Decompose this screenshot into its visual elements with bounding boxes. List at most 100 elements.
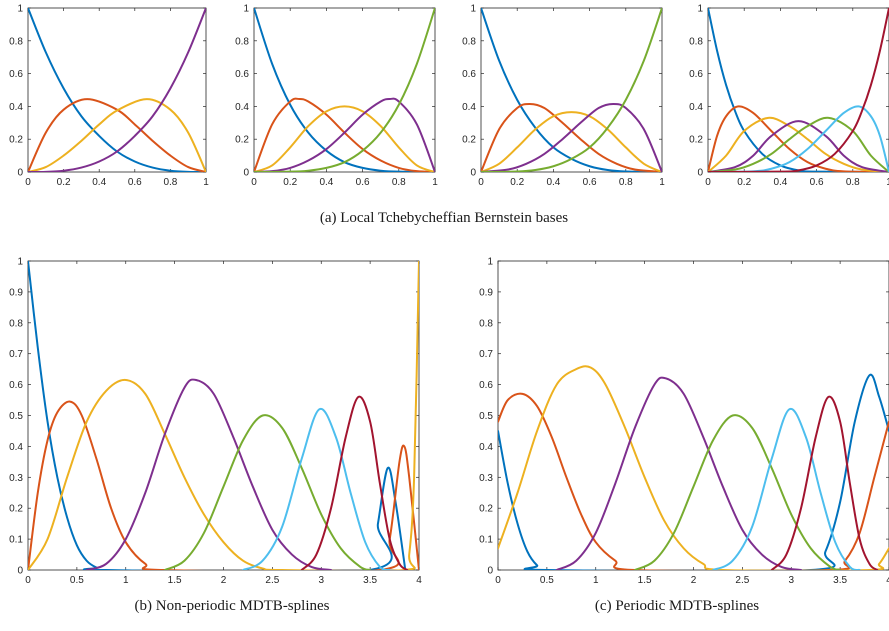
- x-tick-label: 0.8: [392, 177, 406, 188]
- series-line-green: [633, 414, 842, 570]
- series-line-purple: [555, 376, 803, 570]
- series-line-yellow: [708, 116, 889, 172]
- series-line-yellow: [498, 365, 889, 570]
- y-tick-label: 0.2: [9, 504, 23, 515]
- series-line-red: [708, 8, 889, 172]
- x-tick-label: 3: [788, 575, 794, 586]
- series-line-green: [163, 414, 372, 570]
- y-tick-label: 0.1: [9, 535, 23, 546]
- series-line-purple: [28, 8, 206, 172]
- x-tick-label: 0.8: [619, 177, 633, 188]
- y-tick-label: 1: [17, 4, 23, 15]
- x-tick-label: 1: [659, 177, 665, 188]
- y-tick-label: 0: [243, 168, 249, 179]
- y-tick-label: 0.2: [479, 504, 493, 515]
- x-tick-label: 0.2: [510, 177, 524, 188]
- y-tick-label: 1: [17, 257, 23, 268]
- y-tick-label: 0.8: [462, 36, 476, 47]
- y-tick-label: 0.8: [479, 318, 493, 329]
- x-tick-label: 2.5: [735, 575, 749, 586]
- y-tick-label: 0.8: [235, 36, 249, 47]
- y-tick-label: 0.8: [9, 36, 23, 47]
- series-line-blue: [28, 8, 206, 172]
- series-line-cyan: [242, 407, 391, 570]
- x-tick-label: 3.5: [833, 575, 847, 586]
- x-tick-label: 0: [25, 575, 31, 586]
- x-tick-label: 0: [478, 177, 484, 188]
- x-tick-label: 4: [416, 575, 422, 586]
- x-tick-label: 2.5: [265, 575, 279, 586]
- series-line-blue: [254, 8, 435, 172]
- x-tick-label: 0.4: [546, 177, 560, 188]
- series-line-blue: [498, 373, 889, 570]
- y-tick-label: 0.8: [9, 318, 23, 329]
- y-tick-label: 0: [17, 566, 23, 577]
- axes-box: [253, 7, 436, 173]
- y-tick-label: 0.6: [9, 380, 23, 391]
- y-tick-label: 0.4: [462, 102, 476, 113]
- y-tick-label: 0.6: [235, 69, 249, 80]
- x-tick-label: 2: [691, 575, 697, 586]
- y-tick-label: 0.6: [9, 69, 23, 80]
- y-tick-label: 0.4: [9, 102, 23, 113]
- y-tick-label: 0.4: [689, 102, 703, 113]
- y-tick-label: 0.9: [479, 287, 493, 298]
- x-tick-label: 3.5: [363, 575, 377, 586]
- y-tick-label: 0.8: [689, 36, 703, 47]
- y-tick-label: 0: [17, 168, 23, 179]
- series-line-purple: [708, 120, 889, 172]
- series-line-green: [481, 8, 662, 172]
- axes-box: [27, 7, 207, 173]
- y-tick-label: 0.7: [479, 349, 493, 360]
- series-line-yellow: [28, 261, 419, 570]
- series-line-orange: [708, 105, 889, 172]
- series-line-orange: [28, 98, 206, 172]
- y-tick-label: 1: [470, 4, 476, 15]
- x-tick-label: 0.4: [773, 177, 787, 188]
- series-line-red: [770, 395, 879, 570]
- panel-c: 0 0.5 1 1.5 2 2.5 3 3.5 4 0 0.1 0.2 0.3 0.4 0.5 0.6 0.7 0…: [479, 257, 889, 586]
- panel-a3: 0 0.2 0.4 0.6 0.8 1 0 0.2 0.4 0.6 0.8 1: [462, 4, 665, 189]
- panel-a4: 0 0.2 0.4 0.6 0.8 1 0 0.2 0.4 0.6 0.8 1: [689, 4, 889, 188]
- x-tick-label: 1: [593, 575, 599, 586]
- y-tick-label: 1: [243, 4, 249, 15]
- series-line-yellow: [28, 98, 206, 172]
- x-tick-label: 0.2: [283, 177, 297, 188]
- x-tick-label: 0.5: [540, 575, 554, 586]
- y-tick-label: 0.2: [689, 135, 703, 146]
- series-line-yellow: [481, 111, 662, 172]
- x-tick-label: 2: [221, 575, 227, 586]
- y-tick-label: 0.6: [462, 69, 476, 80]
- x-tick-label: 0: [705, 177, 711, 188]
- x-tick-label: 1.5: [638, 575, 652, 586]
- y-tick-label: 0.6: [689, 69, 703, 80]
- y-tick-label: 0.4: [235, 102, 249, 113]
- y-tick-label: 0.4: [9, 442, 23, 453]
- series-line-cyan: [708, 105, 889, 172]
- x-tick-label: 0: [251, 177, 257, 188]
- series-line-cyan: [712, 407, 861, 570]
- y-tick-label: 0.2: [462, 135, 476, 146]
- x-tick-label: 1: [886, 177, 889, 188]
- series-line-orange: [28, 400, 419, 570]
- panel-a2: 0 0.2 0.4 0.6 0.8 1 0 0.2 0.4 0.6 0.8 1: [235, 4, 438, 189]
- series-line-orange: [481, 102, 662, 172]
- series-line-blue: [708, 8, 889, 172]
- x-tick-label: 1.5: [168, 575, 182, 586]
- x-tick-label: 1: [203, 177, 209, 188]
- y-tick-label: 1: [487, 257, 493, 268]
- series-line-green: [708, 116, 889, 172]
- x-tick-label: 0.6: [356, 177, 370, 188]
- x-tick-label: 1: [123, 575, 129, 586]
- x-tick-label: 0: [25, 177, 31, 188]
- x-tick-label: 0.6: [810, 177, 824, 188]
- x-tick-label: 0.6: [583, 177, 597, 188]
- x-tick-label: 0.8: [846, 177, 860, 188]
- y-tick-label: 0.1: [479, 535, 493, 546]
- caption-c: (c) Periodic MDTB-splines: [595, 598, 759, 614]
- caption-b: (b) Non-periodic MDTB-splines: [135, 598, 330, 614]
- panel-a1: 0 0.2 0.4 0.6 0.8 1 0 0.2 0.4 0.6 0.8 1: [9, 4, 209, 189]
- x-tick-label: 0.4: [92, 177, 106, 188]
- x-tick-label: 0.6: [128, 177, 142, 188]
- series-line-yellow: [254, 105, 435, 172]
